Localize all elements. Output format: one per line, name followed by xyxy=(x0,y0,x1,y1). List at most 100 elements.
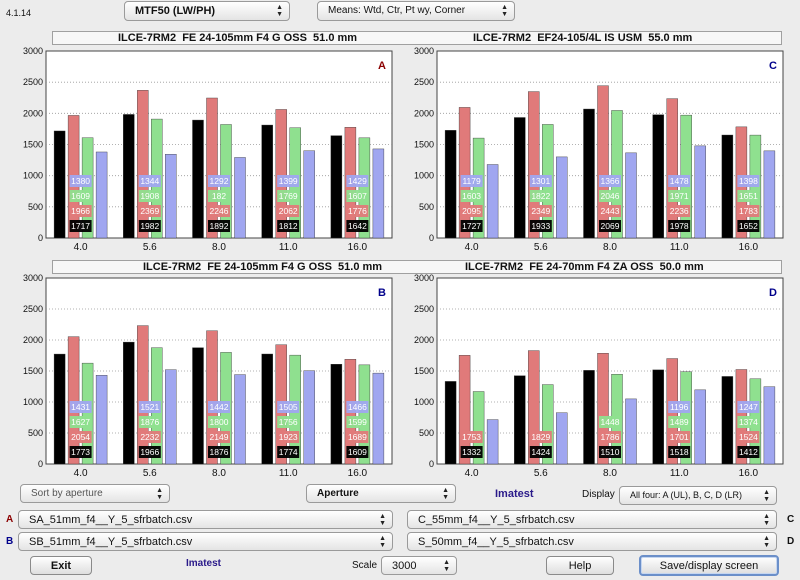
value-label: 1510 xyxy=(601,447,620,457)
updown-arrows-icon: ▲ ▼ xyxy=(443,559,450,573)
bar-D-s3-8.0 xyxy=(625,398,637,465)
value-label-bg xyxy=(668,416,691,428)
value-label-bg xyxy=(346,431,369,443)
bar-D-s1-5.6 xyxy=(528,350,540,465)
updown-arrows-icon: ▲ ▼ xyxy=(763,489,770,503)
value-label-bg xyxy=(138,401,161,413)
value-label: 1774 xyxy=(279,447,298,457)
panel-letter-D: D xyxy=(769,287,777,299)
value-label: 1247 xyxy=(739,402,758,412)
value-label: 1292 xyxy=(210,176,229,186)
x-tick-label: 8.0 xyxy=(603,242,617,253)
value-label-bg xyxy=(529,431,552,443)
y-tick-label: 1000 xyxy=(23,397,43,407)
x-tick-label: 8.0 xyxy=(212,468,226,479)
value-label-bg xyxy=(69,175,92,187)
file-b-select[interactable]: SB_51mm_f4__Y_5_sfrbatch.csv ▲ ▼ xyxy=(18,532,393,551)
value-label: 1651 xyxy=(739,191,758,201)
value-label: 1892 xyxy=(210,221,229,231)
aperture-select[interactable]: Aperture ▲ ▼ xyxy=(306,484,456,503)
bar-A-s3-11.0 xyxy=(303,150,315,239)
file-d-name: S_50mm_f4__Y_5_sfrbatch.csv xyxy=(418,536,574,548)
save-display-screen-button[interactable]: Save/display screen xyxy=(639,555,779,576)
scale-label: Scale xyxy=(352,560,378,571)
scale-select[interactable]: 3000 ▲ ▼ xyxy=(381,556,457,575)
panel-title-bottom: ILCE-7RM2 FE 24-105mm F4 G OSS 51.0 mm I… xyxy=(52,260,782,274)
value-label: 1518 xyxy=(670,447,689,457)
means-select[interactable]: Means: Wtd, Ctr, Pt wy, Corner ▲ ▼ xyxy=(317,1,515,21)
file-d-select[interactable]: S_50mm_f4__Y_5_sfrbatch.csv ▲ ▼ xyxy=(407,532,777,551)
value-label: 1701 xyxy=(670,432,689,442)
bar-B-s0-8.0 xyxy=(192,347,204,465)
value-label: 1466 xyxy=(348,402,367,412)
value-label: 1344 xyxy=(140,176,159,186)
display-select-value: All four: A (UL), B, C, D (LR) xyxy=(630,490,743,500)
sort-select[interactable]: Sort by aperture ▲ ▼ xyxy=(20,484,170,503)
x-tick-label: 11.0 xyxy=(279,468,298,479)
value-label-bg xyxy=(529,205,552,217)
value-label-bg xyxy=(208,401,230,413)
value-label: 2054 xyxy=(71,432,90,442)
value-label: 2069 xyxy=(601,221,620,231)
means-select-value: Means: Wtd, Ctr, Pt wy, Corner xyxy=(328,5,466,16)
value-label-bg xyxy=(460,190,483,202)
updown-arrows-icon: ▲ ▼ xyxy=(442,487,449,501)
value-label: 2349 xyxy=(531,206,550,216)
value-label: 1478 xyxy=(670,176,689,186)
value-label-bg xyxy=(138,220,161,232)
value-label-bg xyxy=(346,401,369,413)
value-label: 2232 xyxy=(140,432,159,442)
panel-letter-A: A xyxy=(378,60,386,72)
scale-select-value: 3000 xyxy=(392,560,417,572)
x-tick-label: 4.0 xyxy=(74,468,88,479)
exit-button[interactable]: Exit xyxy=(30,556,92,575)
bar-C-s2-8.0 xyxy=(611,110,623,239)
value-label-bg xyxy=(69,416,92,428)
bar-A-s3-8.0 xyxy=(234,157,246,239)
value-label: 1966 xyxy=(71,206,90,216)
display-select[interactable]: All four: A (UL), B, C, D (LR) ▲ ▼ xyxy=(619,486,777,505)
metric-select[interactable]: MTF50 (LW/PH) ▲ ▼ xyxy=(124,1,290,21)
value-label-bg xyxy=(69,446,92,458)
bar-C-s1-11.0 xyxy=(666,98,678,239)
value-label-bg xyxy=(668,190,691,202)
bar-A-s3-4.0 xyxy=(95,151,108,239)
value-label-bg xyxy=(277,401,300,413)
value-label: 1876 xyxy=(210,447,229,457)
file-a-select[interactable]: SA_51mm_f4__Y_5_sfrbatch.csv ▲ ▼ xyxy=(18,510,393,529)
bar-C-s3-5.6 xyxy=(556,156,568,239)
bar-D-s2-5.6 xyxy=(542,384,554,465)
y-tick-label: 1000 xyxy=(23,171,43,181)
value-label-bg xyxy=(599,446,621,458)
bar-D-s0-16.0 xyxy=(721,376,734,465)
help-button[interactable]: Help xyxy=(546,556,614,575)
bar-D-s0-8.0 xyxy=(583,370,595,465)
y-tick-label: 1500 xyxy=(23,366,43,376)
y-tick-label: 1500 xyxy=(414,140,434,150)
value-label: 1753 xyxy=(462,432,481,442)
bar-C-s1-8.0 xyxy=(597,85,609,239)
bar-C-s0-5.6 xyxy=(514,117,526,239)
value-label: 1876 xyxy=(140,417,159,427)
file-c-select[interactable]: C_55mm_f4__Y_5_sfrbatch.csv ▲ ▼ xyxy=(407,510,777,529)
bar-A-s3-16.0 xyxy=(372,148,385,239)
file-a-letter: A xyxy=(6,514,14,525)
value-label: 1398 xyxy=(739,176,758,186)
value-label: 1374 xyxy=(739,417,758,427)
bar-D-s2-4.0 xyxy=(472,391,485,465)
y-tick-label: 3000 xyxy=(23,273,43,283)
value-label-bg xyxy=(599,220,621,232)
value-label: 1412 xyxy=(739,447,758,457)
value-label-bg xyxy=(737,220,760,232)
value-label: 2149 xyxy=(210,432,229,442)
value-label: 1599 xyxy=(348,417,367,427)
value-label: 1431 xyxy=(71,402,90,412)
bar-D-s3-16.0 xyxy=(763,386,776,465)
aperture-select-value: Aperture xyxy=(317,488,359,499)
value-label: 1524 xyxy=(739,432,758,442)
y-tick-label: 500 xyxy=(419,202,434,212)
value-label: 1773 xyxy=(71,447,90,457)
updown-arrows-icon: ▲ ▼ xyxy=(501,4,508,18)
updown-arrows-icon: ▲ ▼ xyxy=(763,513,770,527)
bar-B-s3-8.0 xyxy=(234,374,246,465)
